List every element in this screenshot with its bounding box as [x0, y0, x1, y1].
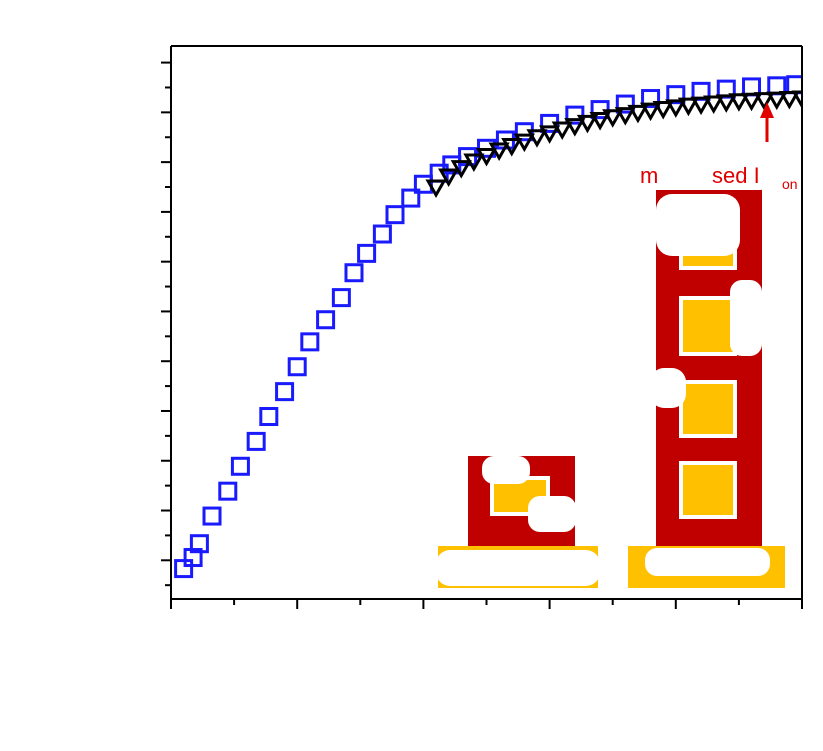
redaction-2	[730, 280, 762, 356]
series-2-point	[501, 138, 523, 157]
series-2-point	[614, 107, 636, 126]
redaction-1	[656, 194, 740, 256]
series-2-point	[753, 92, 775, 111]
series-2-point	[639, 102, 662, 122]
redaction-6	[436, 550, 600, 586]
series-1-point	[385, 205, 405, 225]
series-1-point	[372, 224, 392, 244]
annotation-subscript: on	[782, 176, 798, 192]
series-2-point	[652, 100, 674, 120]
series-2-point	[488, 142, 510, 161]
right-pad-2	[679, 296, 737, 356]
series-2-point	[463, 153, 485, 173]
redaction-annotation-gap	[668, 160, 712, 188]
annotation: m sed I on	[640, 102, 798, 192]
series-1-point	[275, 382, 295, 402]
series-2-point	[438, 168, 460, 187]
series-1-point	[344, 263, 364, 283]
right-pad-4	[679, 461, 737, 519]
series-2-point	[564, 118, 586, 137]
series-1-point	[357, 243, 377, 263]
redaction-3	[650, 368, 686, 408]
series-1-point	[183, 548, 203, 568]
device-schematic	[436, 164, 785, 588]
series-2-point	[766, 91, 788, 111]
series-1-point	[246, 431, 266, 451]
series-1-point	[666, 85, 686, 105]
series-1-point	[189, 534, 209, 554]
series-2	[425, 90, 802, 199]
redaction-5	[528, 496, 576, 532]
annotation-text-left: m	[640, 163, 658, 188]
series-2-point	[703, 95, 725, 114]
series-1-point	[401, 188, 421, 208]
series-1-point	[300, 332, 320, 352]
series-1-point	[641, 89, 661, 109]
axes	[161, 45, 803, 609]
series-2-point	[475, 147, 498, 167]
series-2-point	[728, 93, 750, 112]
series-1-point	[331, 288, 351, 308]
series-1-point	[316, 310, 336, 330]
series-2-point	[627, 104, 649, 124]
series-2-point	[539, 125, 561, 144]
annotation-text-right: sed I	[712, 163, 760, 188]
series-2-point	[690, 96, 712, 116]
series-2-point	[740, 92, 763, 112]
series-1-point	[615, 94, 635, 114]
series-2-point	[665, 99, 687, 118]
series-2-point	[778, 91, 800, 110]
series-2-point	[677, 97, 700, 117]
series-1-point	[230, 456, 250, 476]
annotation-arrow-head	[760, 102, 774, 118]
redaction-4	[482, 456, 530, 484]
series-1-point	[287, 357, 307, 377]
series-2-point	[589, 112, 611, 131]
redaction-7	[645, 548, 770, 576]
series-2-point	[450, 160, 472, 179]
series-2-point	[715, 94, 737, 113]
series-2-point	[551, 121, 573, 140]
series-2-point	[526, 129, 548, 148]
series-2-point	[513, 133, 535, 153]
series-1-point	[259, 407, 279, 427]
series-2-point	[602, 109, 624, 128]
series-2-point	[425, 179, 447, 199]
right-pad-3	[679, 380, 737, 438]
series-2-point	[791, 90, 802, 110]
series-1-point	[202, 506, 222, 526]
series-1-point	[218, 481, 238, 501]
series-2-point	[576, 114, 599, 134]
